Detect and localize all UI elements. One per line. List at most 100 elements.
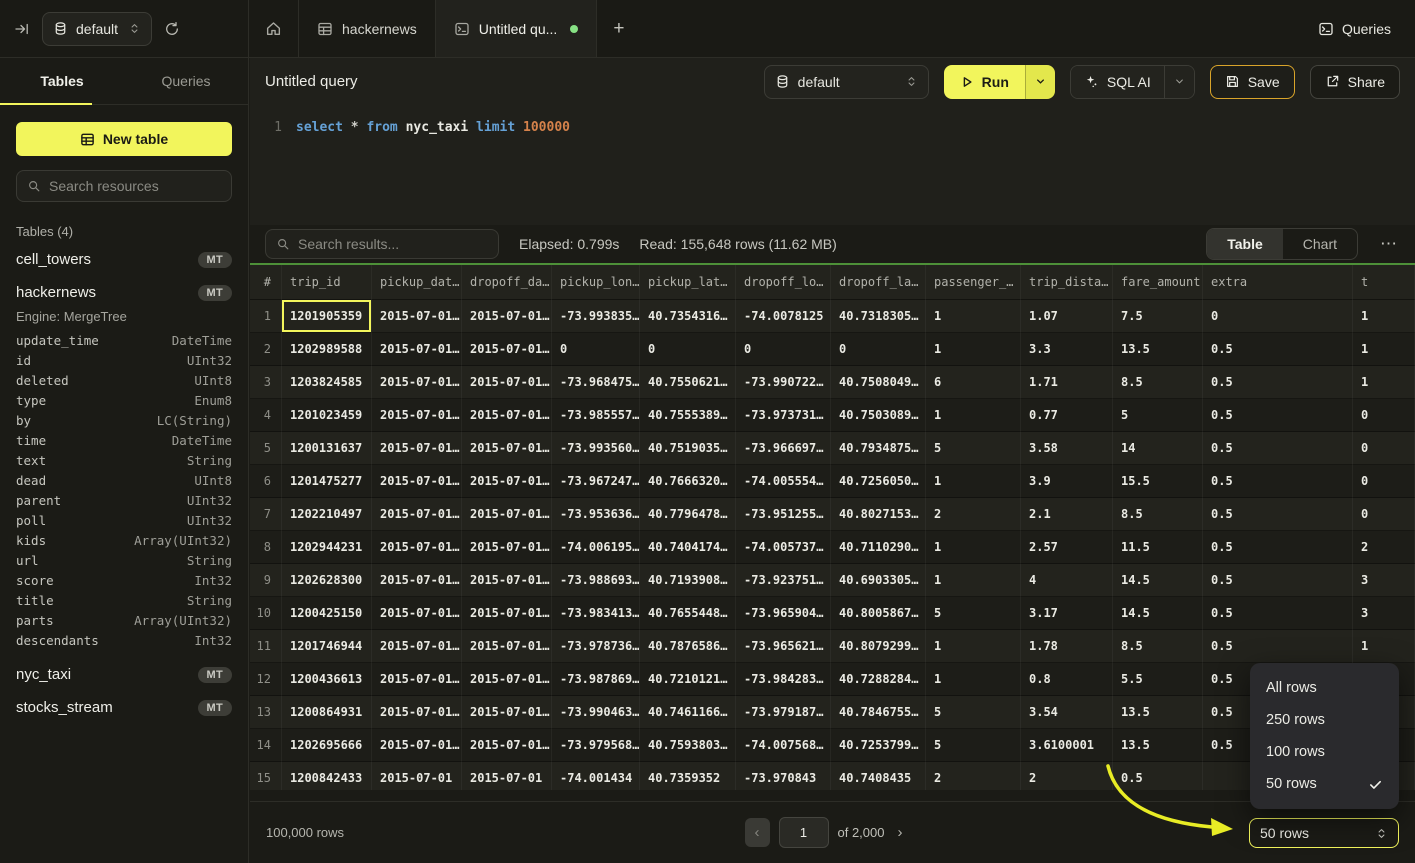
table-cell[interactable]: 40.7354316… — [640, 300, 736, 333]
table-cell[interactable]: 2015-07-01… — [372, 432, 462, 465]
table-cell[interactable]: 1 — [1353, 366, 1415, 399]
table-cell[interactable]: 1 — [926, 300, 1021, 333]
table-cell[interactable]: -73.966697… — [736, 432, 831, 465]
table-cell[interactable]: 2015-07-01… — [462, 696, 552, 729]
table-cell[interactable]: 0.5 — [1113, 762, 1203, 790]
table-cell[interactable]: -74.0078125 — [736, 300, 831, 333]
table-cell[interactable]: 0.8 — [1021, 663, 1113, 696]
table-cell[interactable]: 2015-07-01… — [372, 465, 462, 498]
table-cell[interactable]: 0 — [1203, 300, 1353, 333]
table-cell[interactable]: 14.5 — [1113, 564, 1203, 597]
table-cell[interactable]: 8.5 — [1113, 366, 1203, 399]
table-cell[interactable]: 2015-07-01… — [372, 366, 462, 399]
table-cell[interactable]: 1203824585 — [282, 366, 372, 399]
queries-button[interactable]: Queries — [1318, 0, 1391, 57]
table-cell[interactable]: 2.57 — [1021, 531, 1113, 564]
table-cell[interactable]: 8.5 — [1113, 498, 1203, 531]
table-cell[interactable]: 40.7256050… — [831, 465, 926, 498]
table-cell[interactable]: 5.5 — [1113, 663, 1203, 696]
table-cell[interactable]: 14.5 — [1113, 597, 1203, 630]
column-header[interactable]: pickup_dat… — [372, 265, 462, 300]
table-cell[interactable]: -73.967247… — [552, 465, 640, 498]
table-cell[interactable]: 0.5 — [1203, 564, 1353, 597]
table-cell[interactable]: 2015-07-01… — [372, 696, 462, 729]
sql-ai-button[interactable]: SQL AI — [1069, 64, 1195, 99]
table-cell[interactable]: 13.5 — [1113, 729, 1203, 762]
table-cell[interactable]: 2015-07-01 — [372, 762, 462, 790]
table-cell[interactable]: 1 — [926, 564, 1021, 597]
table-cell[interactable]: 40.6903305… — [831, 564, 926, 597]
table-cell[interactable]: 1 — [1353, 300, 1415, 333]
table-cell[interactable]: 5 — [926, 597, 1021, 630]
page-size-option[interactable]: 100 rows — [1266, 744, 1325, 760]
table-cell[interactable]: 40.7404174… — [640, 531, 736, 564]
table-cell[interactable]: 40.7359352 — [640, 762, 736, 790]
table-cell[interactable]: -73.970843 — [736, 762, 831, 790]
table-cell[interactable]: 3.54 — [1021, 696, 1113, 729]
table-cell[interactable]: -73.979568… — [552, 729, 640, 762]
table-cell[interactable]: 0.5 — [1203, 630, 1353, 663]
table-cell[interactable]: -73.978736… — [552, 630, 640, 663]
table-cell[interactable]: -73.993835… — [552, 300, 640, 333]
page-number-input[interactable] — [778, 817, 829, 848]
table-cell[interactable]: -73.988693… — [552, 564, 640, 597]
table-cell[interactable]: -73.993560… — [552, 432, 640, 465]
table-cell[interactable]: 40.7288284… — [831, 663, 926, 696]
table-cell[interactable]: 40.7519035… — [640, 432, 736, 465]
table-cell[interactable]: 1202695666 — [282, 729, 372, 762]
table-cell[interactable]: 40.8005867… — [831, 597, 926, 630]
table-cell[interactable]: -73.985557… — [552, 399, 640, 432]
table-cell[interactable]: -73.968475… — [552, 366, 640, 399]
table-cell[interactable]: 0 — [552, 333, 640, 366]
table-cell[interactable]: 40.7876586… — [640, 630, 736, 663]
table-cell[interactable]: 40.7408435 — [831, 762, 926, 790]
table-cell[interactable]: 2015-07-01… — [462, 300, 552, 333]
table-cell[interactable]: 3 — [1353, 597, 1415, 630]
table-cell[interactable]: -73.951255… — [736, 498, 831, 531]
table-cell[interactable]: 40.7210121… — [640, 663, 736, 696]
table-cell[interactable]: 0 — [736, 333, 831, 366]
table-cell[interactable]: 40.7655448… — [640, 597, 736, 630]
table-cell[interactable]: -73.987869… — [552, 663, 640, 696]
table-cell[interactable]: 2015-07-01… — [462, 663, 552, 696]
table-cell[interactable]: 2015-07-01… — [372, 729, 462, 762]
more-options-icon[interactable]: ⋯ — [1380, 234, 1398, 253]
table-cell[interactable]: 1202989588 — [282, 333, 372, 366]
table-cell[interactable]: -74.005737… — [736, 531, 831, 564]
table-cell[interactable]: 40.7110290… — [831, 531, 926, 564]
table-cell[interactable]: 40.7508049… — [831, 366, 926, 399]
table-cell[interactable]: 2015-07-01… — [372, 399, 462, 432]
table-cell[interactable]: 5 — [926, 432, 1021, 465]
column-header[interactable]: pickup_lon… — [552, 265, 640, 300]
sidebar-tab-queries[interactable]: Queries — [161, 73, 211, 89]
page-size-select[interactable]: 50 rows — [1249, 818, 1399, 848]
run-options-caret[interactable] — [1024, 64, 1055, 99]
table-cell[interactable]: 2015-07-01… — [462, 564, 552, 597]
table-cell[interactable]: 1200436613 — [282, 663, 372, 696]
table-cell[interactable]: 4 — [1021, 564, 1113, 597]
table-cell[interactable]: 5 — [1113, 399, 1203, 432]
table-cell[interactable]: 1201746944 — [282, 630, 372, 663]
view-toggle-table[interactable]: Table — [1207, 229, 1283, 259]
table-cell[interactable]: 40.7503089… — [831, 399, 926, 432]
prev-page-button[interactable]: ‹ — [744, 818, 770, 847]
table-cell[interactable]: 40.7461166… — [640, 696, 736, 729]
table-cell[interactable]: 40.7934875… — [831, 432, 926, 465]
table-cell[interactable]: 40.7796478… — [640, 498, 736, 531]
table-cell[interactable]: 2 — [926, 762, 1021, 790]
table-cell[interactable]: -74.007568… — [736, 729, 831, 762]
table-cell[interactable]: 0 — [1353, 399, 1415, 432]
table-cell[interactable]: 2015-07-01… — [462, 498, 552, 531]
column-header[interactable]: fare_amount — [1113, 265, 1203, 300]
sql-ai-caret[interactable] — [1163, 65, 1194, 98]
table-cell[interactable]: 2015-07-01… — [372, 630, 462, 663]
view-toggle-chart[interactable]: Chart — [1302, 236, 1337, 252]
table-cell[interactable]: 0 — [1353, 498, 1415, 531]
table-cell[interactable]: 2 — [1353, 531, 1415, 564]
column-header[interactable]: t — [1353, 265, 1415, 300]
table-cell[interactable]: 2015-07-01… — [372, 564, 462, 597]
table-cell[interactable]: 0.5 — [1203, 333, 1353, 366]
column-header[interactable]: pickup_lat… — [640, 265, 736, 300]
table-cell[interactable]: 1 — [926, 399, 1021, 432]
query-database-selector[interactable]: default — [763, 64, 929, 99]
